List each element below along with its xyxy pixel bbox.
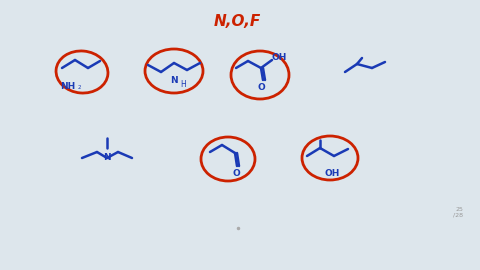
Text: O: O [257, 83, 265, 92]
Text: N,O,F: N,O,F [214, 14, 261, 29]
Text: N: N [103, 153, 111, 162]
Text: OH: OH [324, 169, 340, 178]
Text: O: O [232, 169, 240, 178]
Text: N: N [170, 76, 178, 85]
Text: NH: NH [60, 82, 76, 91]
Text: OH: OH [272, 52, 288, 62]
Text: H: H [180, 80, 186, 89]
Text: $_2$: $_2$ [77, 83, 82, 92]
Text: 25
/28: 25 /28 [453, 207, 463, 218]
